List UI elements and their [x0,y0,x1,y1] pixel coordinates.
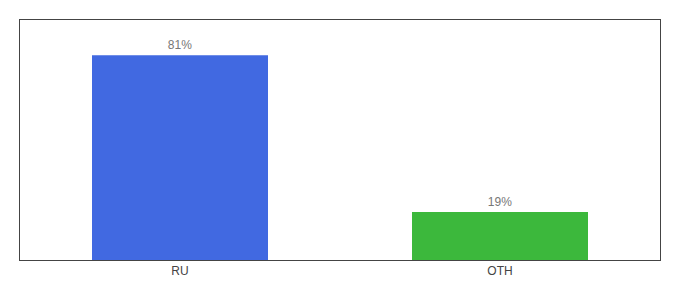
svg-text:RU: RU [171,264,188,278]
svg-text:81%: 81% [168,38,192,52]
svg-text:OTH: OTH [487,264,512,278]
svg-text:19%: 19% [488,195,512,209]
